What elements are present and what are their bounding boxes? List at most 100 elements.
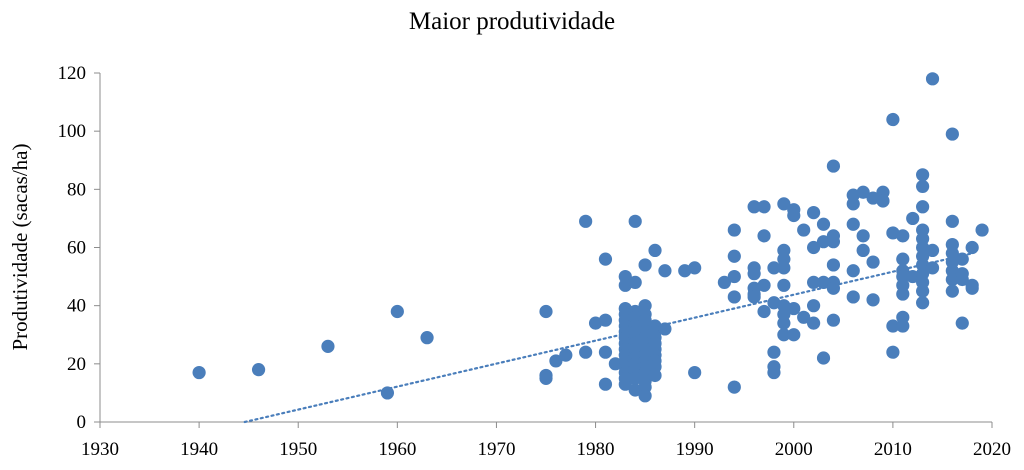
data-point bbox=[559, 348, 573, 362]
data-point bbox=[727, 380, 741, 394]
trendline-layer bbox=[243, 252, 974, 424]
data-point bbox=[807, 275, 821, 289]
data-point bbox=[777, 278, 791, 292]
data-point bbox=[648, 368, 662, 383]
data-point bbox=[797, 223, 811, 237]
data-point bbox=[539, 371, 553, 385]
data-point bbox=[886, 112, 900, 127]
data-point bbox=[628, 371, 642, 385]
x-tick-label: 1980 bbox=[577, 439, 615, 460]
data-point bbox=[886, 319, 900, 333]
data-point bbox=[955, 316, 969, 330]
data-point bbox=[826, 235, 841, 249]
data-point bbox=[579, 345, 593, 359]
data-point bbox=[757, 304, 771, 319]
data-point bbox=[628, 214, 642, 228]
data-point bbox=[727, 223, 741, 237]
y-tick-label: 80 bbox=[67, 179, 86, 200]
x-tick-label: 1950 bbox=[279, 439, 317, 460]
y-axis-title: Produtividade (sacas/ha) bbox=[8, 143, 32, 350]
data-point bbox=[717, 275, 732, 289]
x-tick-label: 2000 bbox=[775, 439, 813, 460]
data-point bbox=[390, 304, 404, 319]
data-point bbox=[896, 229, 910, 243]
data-point bbox=[787, 301, 801, 316]
data-point bbox=[965, 240, 979, 255]
data-point bbox=[192, 365, 206, 380]
data-point bbox=[598, 252, 613, 266]
data-point bbox=[549, 354, 563, 368]
data-point bbox=[727, 269, 741, 284]
data-point bbox=[826, 281, 841, 295]
data-point bbox=[757, 200, 771, 214]
data-point bbox=[955, 272, 969, 287]
data-point bbox=[866, 191, 880, 205]
data-point bbox=[916, 168, 930, 182]
x-tick-label: 1990 bbox=[676, 439, 714, 460]
data-point bbox=[906, 211, 920, 226]
data-point bbox=[896, 287, 910, 301]
data-point bbox=[925, 261, 940, 275]
data-point bbox=[886, 345, 900, 359]
data-point bbox=[251, 363, 266, 377]
data-point bbox=[916, 284, 930, 298]
data-point bbox=[658, 322, 672, 336]
data-point bbox=[896, 252, 910, 266]
data-point bbox=[747, 267, 761, 281]
data-point bbox=[767, 345, 781, 359]
data-point bbox=[688, 261, 702, 275]
data-point bbox=[945, 272, 959, 287]
data-point bbox=[638, 258, 652, 272]
data-point bbox=[886, 226, 900, 240]
x-tick-label: 2020 bbox=[973, 439, 1011, 460]
data-point bbox=[916, 296, 930, 310]
data-point bbox=[846, 264, 860, 278]
data-point bbox=[767, 261, 781, 275]
data-point bbox=[777, 316, 791, 330]
data-point bbox=[747, 200, 761, 214]
data-point bbox=[866, 255, 880, 269]
data-point bbox=[380, 386, 395, 400]
data-point bbox=[648, 243, 662, 258]
data-point bbox=[896, 319, 910, 333]
data-point bbox=[678, 264, 692, 278]
data-point bbox=[757, 229, 771, 243]
data-point bbox=[598, 313, 613, 327]
data-point bbox=[945, 214, 959, 228]
data-point bbox=[747, 290, 761, 304]
data-point bbox=[608, 357, 622, 371]
data-point bbox=[856, 243, 870, 258]
data-point bbox=[975, 223, 989, 237]
data-point bbox=[628, 275, 642, 289]
data-point bbox=[638, 389, 652, 403]
data-points bbox=[192, 72, 989, 403]
data-point bbox=[816, 351, 831, 365]
data-point bbox=[876, 194, 890, 208]
data-point bbox=[945, 284, 959, 298]
data-point bbox=[807, 299, 821, 313]
data-point bbox=[658, 264, 672, 278]
data-point bbox=[420, 331, 434, 345]
data-point bbox=[777, 261, 791, 275]
x-tick-label: 1960 bbox=[378, 439, 416, 460]
data-point bbox=[965, 281, 979, 295]
data-point bbox=[787, 328, 801, 342]
x-tick-label: 1930 bbox=[81, 439, 119, 460]
data-point bbox=[816, 275, 831, 289]
data-point bbox=[777, 328, 791, 342]
data-point bbox=[598, 377, 613, 391]
data-point bbox=[727, 290, 741, 304]
data-point bbox=[807, 206, 821, 220]
data-point bbox=[925, 243, 940, 258]
data-point bbox=[787, 208, 801, 223]
data-point bbox=[598, 345, 613, 359]
data-point bbox=[321, 339, 335, 353]
y-tick-label: 40 bbox=[67, 296, 86, 317]
data-point bbox=[925, 72, 940, 86]
y-tick-label: 0 bbox=[77, 412, 87, 433]
axes: 0 20 40 60 80 100 120 1930 1940 1950 1960 1970 1980 1… bbox=[58, 63, 1012, 460]
x-tick-label: 2010 bbox=[874, 439, 912, 460]
data-point bbox=[767, 296, 781, 310]
data-point bbox=[945, 127, 959, 141]
